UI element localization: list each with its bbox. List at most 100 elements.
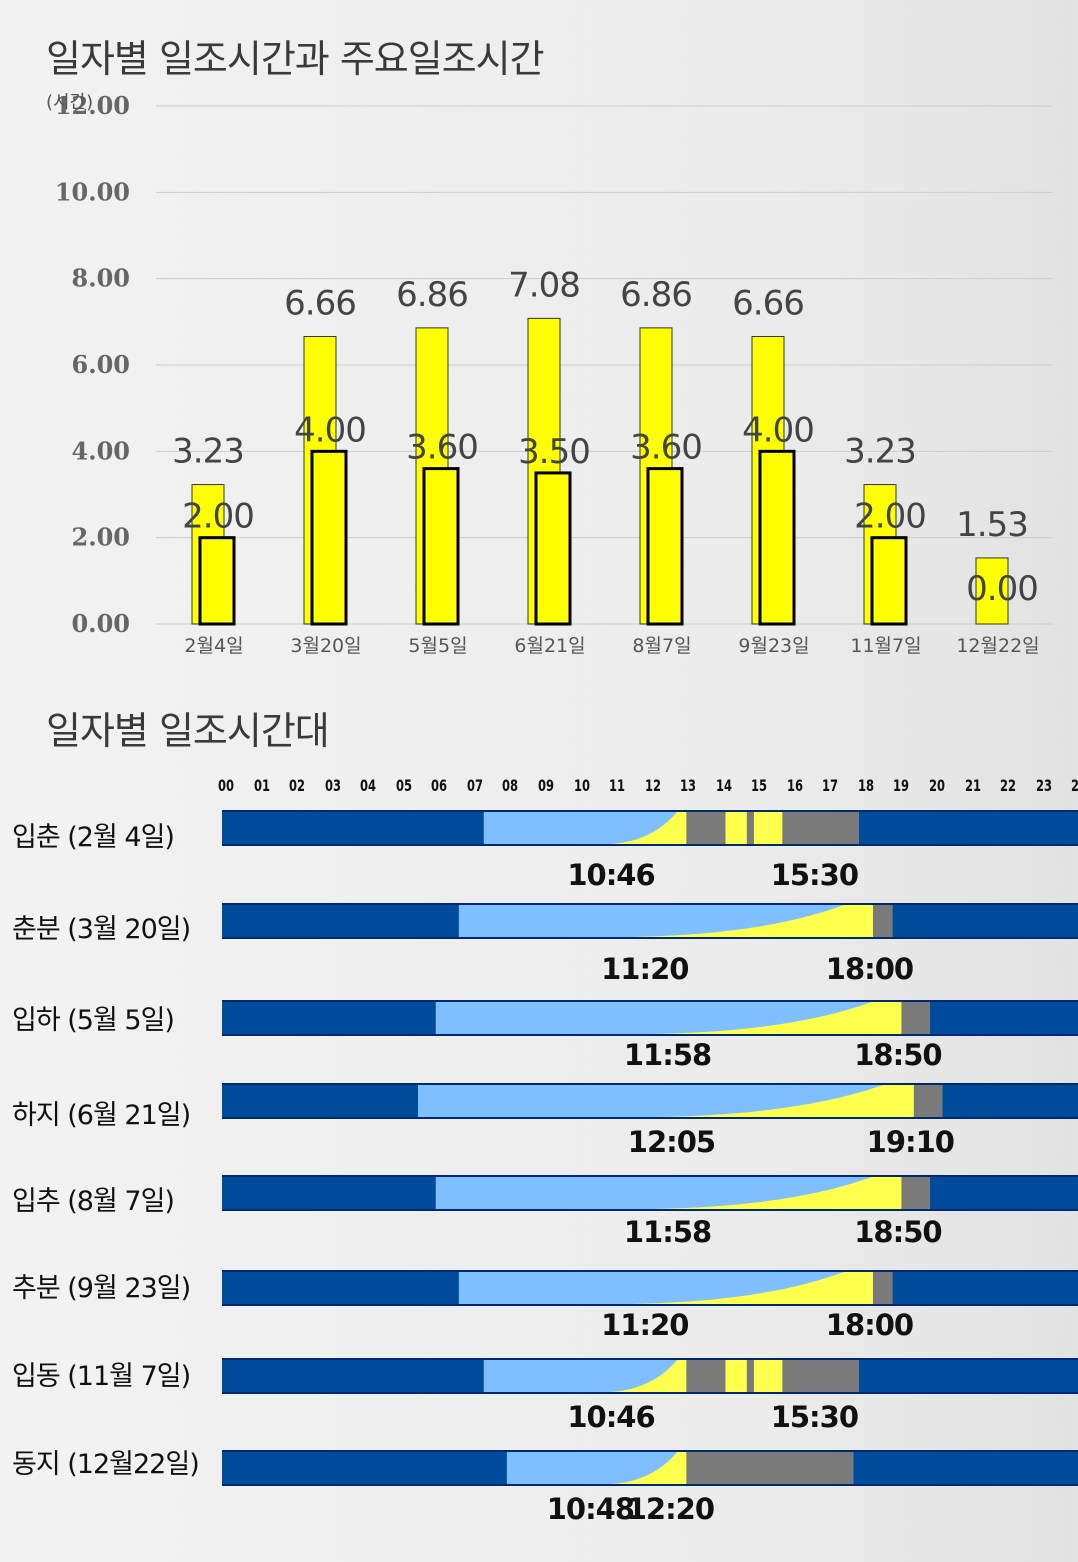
hour-tick-label: 24 [1071, 776, 1078, 795]
hour-tick-label: 12 [644, 776, 661, 795]
sunshine-wedge [651, 1177, 902, 1209]
hour-tick-label: 14 [715, 776, 732, 795]
sunshine-time-bar [222, 1000, 1078, 1036]
total-value-label: 3.23 [844, 432, 916, 472]
sunshine-wedge [651, 1002, 902, 1034]
time-start-label: 11:58 [623, 1038, 712, 1072]
hour-tick-label: 10 [573, 776, 590, 795]
x-category-label: 9월23일 [738, 635, 809, 657]
y-axis-label: (시간) [46, 92, 94, 113]
sunshine-time-bar [222, 1270, 1078, 1306]
main-value-label: 0.00 [966, 569, 1038, 609]
y-tick-label: 8.00 [72, 264, 130, 293]
hour-tick-label: 01 [253, 776, 270, 795]
hour-tick-label: 23 [1035, 776, 1052, 795]
hour-tick-label: 17 [822, 776, 839, 795]
main-value-label: 4.00 [294, 410, 366, 450]
main-sunshine-bar [198, 536, 236, 626]
season-label: 하지 (6월 21일) [12, 1100, 191, 1131]
total-value-label: 3.23 [172, 432, 244, 472]
sunshine-time-bar [222, 1450, 1078, 1486]
sunshine-block [753, 1360, 783, 1392]
time-end-label: 18:50 [854, 1215, 942, 1249]
hour-tick-label: 21 [964, 776, 981, 795]
season-label: 추분 (9월 23일) [12, 1273, 191, 1304]
total-value-label: 6.66 [732, 284, 804, 324]
x-category-label: 12월22일 [956, 635, 1039, 657]
time-start-label: 10:48 [546, 1492, 635, 1526]
x-category-label: 8월7일 [632, 635, 691, 657]
time-end-label: 12:20 [626, 1492, 715, 1526]
hour-tick-label: 18 [857, 776, 874, 795]
shade-segment [686, 1452, 854, 1484]
total-value-label: 6.86 [620, 275, 692, 315]
main-sunshine-bar [310, 449, 348, 626]
total-value-label: 6.66 [284, 284, 356, 324]
x-category-label: 2월4일 [184, 635, 243, 657]
season-label: 입추 (8월 7일) [12, 1186, 175, 1217]
total-value-label: 1.53 [956, 505, 1028, 545]
hour-tick-label: 11 [609, 776, 626, 795]
hour-tick-label: 15 [751, 776, 768, 795]
total-sunshine-bar [975, 557, 1009, 625]
hour-tick-label: 05 [395, 776, 412, 795]
y-tick-label: 4.00 [72, 436, 130, 465]
y-tick-label: 0.00 [72, 609, 130, 638]
sunshine-wedge [609, 1452, 687, 1484]
hour-tick-label: 02 [289, 776, 306, 795]
hour-tick-label: 22 [1000, 776, 1017, 795]
y-tick-label: 10.00 [55, 177, 130, 206]
time-end-label: 15:30 [770, 858, 859, 892]
shade-segment [913, 1085, 943, 1117]
total-value-label: 7.08 [508, 265, 580, 305]
main-sunshine-bar [646, 467, 684, 626]
time-end-label: 18:00 [825, 1308, 914, 1342]
total-value-label: 6.86 [396, 275, 468, 315]
shade-segment [901, 1002, 930, 1034]
time-start-label: 10:46 [567, 1400, 655, 1434]
timeline-title: 일자별 일조시간대 [46, 709, 330, 753]
season-label: 동지 (12월22일) [12, 1449, 200, 1480]
main-sunshine-bar [422, 467, 460, 626]
hour-tick-label: 16 [786, 776, 803, 795]
time-end-label: 18:00 [825, 952, 914, 986]
time-end-label: 19:10 [866, 1125, 955, 1159]
chart-title: 일자별 일조시간과 주요일조시간 [46, 37, 545, 81]
sunshine-timeline: 00 01 02 03 04 05 06 07 08 09 10 11 12 13 14 15 16 17 18 19… [0, 770, 1078, 1550]
time-end-label: 15:30 [770, 1400, 859, 1434]
hour-tick-label: 04 [360, 776, 377, 795]
sunshine-block [753, 812, 783, 844]
sunshine-time-bar [222, 1358, 1078, 1394]
hour-tick-label: 07 [466, 776, 483, 795]
time-start-label: 12:05 [627, 1125, 716, 1159]
main-sunshine-bar [870, 536, 908, 626]
hour-tick-label: 08 [502, 776, 519, 795]
sunshine-wedge [609, 1360, 687, 1392]
y-tick-label: 6.00 [72, 350, 130, 379]
time-start-label: 11:58 [623, 1215, 712, 1249]
sunshine-wedge [609, 812, 687, 844]
time-start-label: 10:46 [567, 858, 655, 892]
season-label: 춘분 (3월 20일) [12, 914, 191, 945]
sunshine-time-bar [222, 1083, 1078, 1119]
hour-tick-label: 09 [537, 776, 554, 795]
hour-tick-label: 13 [680, 776, 697, 795]
main-value-label: 3.60 [406, 428, 478, 468]
x-category-label: 3월20일 [290, 635, 361, 657]
sunshine-time-bar [222, 903, 1078, 939]
season-label: 입하 (5월 5일) [12, 1005, 175, 1036]
x-category-label: 11월7일 [850, 635, 921, 657]
sunshine-wedge [628, 1272, 874, 1304]
main-value-label: 4.00 [742, 410, 814, 450]
main-sunshine-bar [534, 471, 572, 626]
y-tick-label: 2.00 [72, 523, 130, 552]
hour-tick-label: 20 [928, 776, 946, 795]
main-value-label: 3.50 [518, 432, 590, 472]
hour-tick-label: 19 [893, 776, 910, 795]
main-value-label: 2.00 [182, 497, 254, 537]
time-start-label: 11:20 [601, 1308, 689, 1342]
shade-segment [873, 905, 893, 937]
sunshine-block [725, 1360, 747, 1392]
sunshine-time-bar [222, 810, 1078, 846]
main-value-label: 3.60 [630, 428, 702, 468]
